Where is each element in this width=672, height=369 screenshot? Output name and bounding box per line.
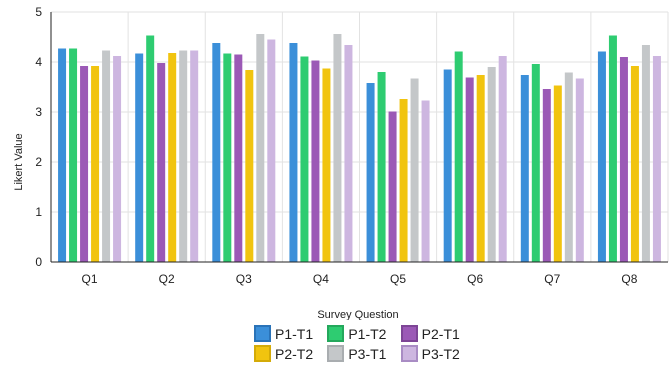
bar-q3-p1-t1 xyxy=(212,43,221,262)
bar-q7-p2-t2 xyxy=(553,85,562,262)
bar-q3-p3-t2 xyxy=(267,39,276,262)
bar-q3-p2-t2 xyxy=(245,70,254,262)
bar-q1-p1-t2 xyxy=(69,48,78,262)
bar-q6-p2-t2 xyxy=(476,75,485,262)
legend-swatch xyxy=(327,325,345,342)
bars xyxy=(58,34,661,262)
legend-swatch xyxy=(254,325,271,342)
bar-q6-p3-t1 xyxy=(487,67,496,262)
bar-q4-p2-t2 xyxy=(322,68,331,262)
bar-q7-p3-t2 xyxy=(575,78,584,262)
x-tick-label: Q7 xyxy=(544,272,560,286)
y-tick-label: 2 xyxy=(35,155,42,169)
legend-label: P2-T1 xyxy=(421,325,460,342)
bar-q1-p2-t1 xyxy=(80,66,89,262)
axes xyxy=(50,12,668,263)
y-tick-label: 5 xyxy=(35,5,42,19)
bar-q5-p2-t2 xyxy=(399,99,408,262)
x-tick-label: Q8 xyxy=(621,272,637,286)
bar-q1-p2-t2 xyxy=(91,66,100,262)
y-tick-label: 0 xyxy=(35,255,42,269)
bar-q5-p1-t2 xyxy=(377,72,386,262)
bar-q8-p3-t2 xyxy=(652,56,661,262)
legend-item-p3-t1: P3-T1 xyxy=(327,345,390,362)
bar-q5-p3-t2 xyxy=(421,100,430,262)
legend-swatch xyxy=(400,345,418,362)
bar-q8-p1-t2 xyxy=(608,35,617,262)
x-tick-label: Q3 xyxy=(236,272,252,286)
bar-q5-p3-t1 xyxy=(410,78,419,262)
bar-q7-p1-t2 xyxy=(531,64,540,262)
bar-q7-p3-t1 xyxy=(564,72,573,262)
bar-q4-p3-t1 xyxy=(333,34,342,262)
bar-q8-p1-t1 xyxy=(597,51,606,262)
legend-label: P3-T2 xyxy=(421,345,460,362)
legend-label: P1-T1 xyxy=(275,325,314,342)
bar-q8-p2-t1 xyxy=(619,57,628,262)
legend-item-p3-t2: P3-T2 xyxy=(400,345,464,362)
bar-q2-p1-t1 xyxy=(135,53,144,262)
bar-chart: 0 1 2 3 4 5 Q1 Q2 Q3 Q4 Q5 Q6 Q7 Q8 Likert Value Sur… xyxy=(13,5,669,320)
legend-label: P1-T2 xyxy=(348,325,387,342)
bar-q7-p1-t1 xyxy=(520,75,529,262)
legend-swatch xyxy=(327,345,345,362)
y-tick-label: 3 xyxy=(35,105,42,119)
legend-swatch xyxy=(400,325,418,342)
bar-q1-p3-t1 xyxy=(102,50,111,262)
legend-item-p2-t1: P2-T1 xyxy=(400,325,464,342)
bar-q1-p1-t1 xyxy=(58,48,67,262)
x-tick-label: Q6 xyxy=(467,272,483,286)
bar-q5-p2-t1 xyxy=(388,111,397,262)
x-tick-label: Q5 xyxy=(390,272,406,286)
bar-q6-p1-t1 xyxy=(443,69,452,262)
legend-label: P3-T1 xyxy=(348,345,387,362)
gridlines xyxy=(50,11,669,262)
bar-q7-p2-t1 xyxy=(542,89,551,262)
x-tick-labels: Q1 Q2 Q3 Q4 Q5 Q6 Q7 Q8 xyxy=(82,272,638,286)
bar-q8-p2-t2 xyxy=(630,66,639,262)
bar-q4-p1-t1 xyxy=(289,43,298,262)
legend-label: P2-T2 xyxy=(275,345,314,362)
bar-q2-p3-t2 xyxy=(190,50,199,262)
legend-item-p1-t2: P1-T2 xyxy=(327,325,390,342)
bar-q2-p2-t2 xyxy=(168,53,177,262)
bar-q6-p3-t2 xyxy=(498,56,507,262)
bar-q3-p3-t1 xyxy=(256,34,265,262)
bar-q2-p1-t2 xyxy=(146,35,155,262)
bar-q3-p2-t1 xyxy=(234,54,243,262)
bar-q2-p3-t1 xyxy=(179,50,188,262)
bar-q3-p1-t2 xyxy=(223,53,232,262)
y-tick-label: 1 xyxy=(35,205,42,219)
y-axis-title: Likert Value xyxy=(13,133,25,190)
bar-q8-p3-t1 xyxy=(641,45,650,262)
bar-q6-p1-t2 xyxy=(454,51,463,262)
bar-q4-p3-t2 xyxy=(344,45,353,262)
legend-item-p2-t2: P2-T2 xyxy=(254,345,317,362)
bar-q2-p2-t1 xyxy=(157,63,166,262)
bar-q4-p2-t1 xyxy=(311,60,320,262)
bar-q6-p2-t1 xyxy=(465,77,474,262)
x-tick-label: Q1 xyxy=(82,272,98,286)
y-tick-label: 4 xyxy=(35,55,42,69)
x-axis-title: Survey Question xyxy=(317,309,398,320)
x-tick-label: Q2 xyxy=(159,272,175,286)
bar-q5-p1-t1 xyxy=(366,83,375,262)
legend-swatch xyxy=(254,345,271,362)
y-tick-labels: 0 1 2 3 4 5 xyxy=(35,5,42,269)
bar-q4-p1-t2 xyxy=(300,56,309,262)
legend: P1-T1 P1-T2 P2-T1 P2-T2 P3-T1 P3-T2 xyxy=(254,325,464,362)
bar-q1-p3-t2 xyxy=(113,56,122,262)
legend-item-p1-t1: P1-T1 xyxy=(254,325,317,342)
x-tick-label: Q4 xyxy=(313,272,329,286)
